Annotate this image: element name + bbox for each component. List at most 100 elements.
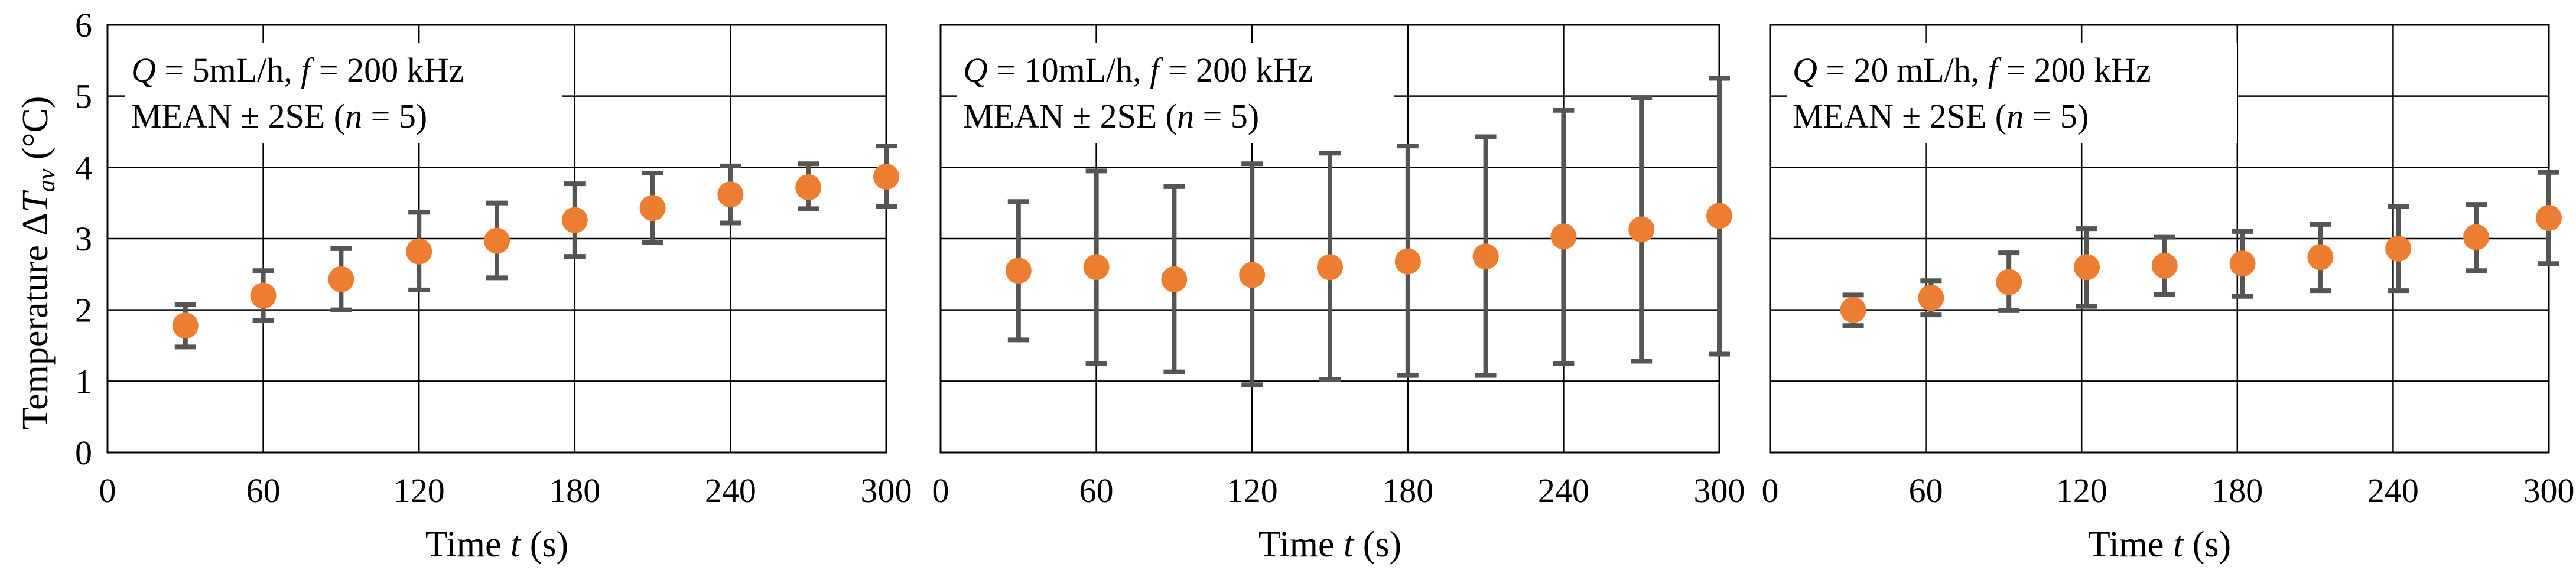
- x-tick-label: 0: [1762, 471, 1779, 510]
- x-tick-label: 240: [2367, 471, 2419, 510]
- legend-q-symbol: Q: [1793, 51, 1817, 89]
- data-point: [639, 195, 666, 222]
- x-tick-label: 0: [932, 471, 949, 510]
- x-title-unit: (s): [521, 525, 568, 565]
- data-point: [1918, 285, 1944, 311]
- data-point: [2385, 235, 2412, 262]
- y-title-prefix: Temperature Δ: [15, 213, 56, 430]
- legend-n-symbol: n: [2006, 97, 2024, 135]
- legend-f-value: = 200 kHz: [1998, 51, 2151, 89]
- data-point: [328, 266, 354, 292]
- data-point: [1550, 223, 1577, 250]
- data-point: [2073, 254, 2100, 281]
- data-point: [1394, 248, 1421, 275]
- data-point: [561, 207, 588, 233]
- x-title-symbol: t: [1344, 525, 1355, 565]
- x-title-prefix: Time: [425, 525, 510, 565]
- data-point: [2307, 244, 2334, 271]
- legend-box: [125, 43, 562, 143]
- x-tick-label: 300: [861, 471, 912, 510]
- x-title-prefix: Time: [2088, 525, 2173, 565]
- data-point: [1083, 254, 1110, 281]
- legend-box: [1787, 43, 2237, 143]
- chart-panel-3: 0 60 120 180 240 300 Q = 20 mL/h, f = 200 kHz…: [1762, 24, 2575, 565]
- data-point: [717, 181, 744, 208]
- data-point: [484, 227, 510, 254]
- data-point: [1005, 258, 1032, 284]
- data-point: [1317, 254, 1343, 281]
- x-tick-label: 60: [1079, 471, 1114, 510]
- y-tick-label: 6: [75, 6, 92, 44]
- legend-n-symbol: n: [345, 97, 362, 135]
- x-tick-label: 180: [2211, 471, 2263, 510]
- x-tick-label: 240: [1538, 471, 1589, 510]
- data-point: [2151, 252, 2178, 279]
- y-axis-title: Temperature ΔTav (°C): [15, 96, 60, 430]
- chart-panel-1: 0 60 120 180 240 300 0 1 2 3 4 5 6 Q = 5mL/h, f = 20…: [75, 6, 912, 565]
- y-title-unit: (°C): [15, 96, 56, 169]
- data-point: [1996, 269, 2022, 295]
- data-point: [873, 164, 899, 190]
- tick-labels: 0 60 120 180 240 300 0 1 2 3 4 5 6: [75, 6, 912, 510]
- x-tick-label: 300: [2523, 471, 2575, 510]
- x-title-symbol: t: [510, 525, 522, 565]
- legend-mean-label: MEAN ± 2SE (: [1793, 97, 2006, 135]
- data-point: [1840, 297, 1866, 323]
- y-title-symbol: T: [15, 190, 56, 213]
- data-point: [250, 282, 277, 309]
- x-axis-title: Time t (s): [1258, 525, 1401, 565]
- legend-q-symbol: Q: [963, 51, 988, 89]
- x-tick-label: 180: [1382, 471, 1433, 510]
- x-tick-label: 300: [1694, 471, 1745, 510]
- legend-line-1: Q = 5mL/h, f = 200 kHz: [131, 51, 464, 89]
- y-tick-label: 4: [75, 148, 92, 187]
- data-point: [1161, 266, 1188, 292]
- legend-mean-label: MEAN ± 2SE (: [131, 97, 345, 135]
- tick-labels: 0 60 120 180 240 300: [1762, 471, 2575, 510]
- svg-text:Temperature ΔTav (°C): Temperature ΔTav (°C): [15, 96, 60, 430]
- legend-n-value: = 5): [1194, 97, 1259, 135]
- x-tick-label: 120: [2056, 471, 2107, 510]
- x-title-unit: (s): [1354, 525, 1401, 565]
- legend-q-symbol: Q: [131, 51, 156, 89]
- x-title-unit: (s): [2183, 525, 2231, 565]
- legend-f-value: = 200 kHz: [1159, 51, 1313, 89]
- data-point: [2536, 205, 2562, 232]
- data-marks: [172, 144, 899, 350]
- tick-labels: 0 60 120 180 240 300: [932, 471, 1745, 510]
- legend-q-value: = 10mL/h,: [988, 51, 1150, 89]
- x-axis-title: Time t (s): [2088, 525, 2231, 565]
- data-marks: [1005, 76, 1732, 387]
- legend-line-2: MEAN ± 2SE (n = 5): [963, 97, 1259, 135]
- data-point: [1239, 262, 1266, 288]
- legend-box: [957, 43, 1394, 143]
- x-tick-label: 120: [393, 471, 445, 510]
- x-title-prefix: Time: [1258, 525, 1344, 565]
- data-point: [2229, 250, 2256, 277]
- data-point: [172, 312, 199, 339]
- y-tick-label: 0: [75, 434, 92, 472]
- legend-n-value: = 5): [2024, 97, 2089, 135]
- x-title-symbol: t: [2173, 525, 2184, 565]
- legend-line-2: MEAN ± 2SE (n = 5): [1793, 97, 2089, 135]
- x-tick-label: 120: [1227, 471, 1278, 510]
- plot-frame: [106, 24, 887, 454]
- x-tick-label: 60: [1909, 471, 1943, 510]
- legend-line-1: Q = 10mL/h, f = 200 kHz: [963, 51, 1313, 89]
- legend-f-value: = 200 kHz: [310, 51, 464, 89]
- y-title-subscript: av: [33, 168, 60, 192]
- legend-line-1: Q = 20 mL/h, f = 200 kHz: [1793, 51, 2151, 89]
- data-point: [795, 174, 822, 201]
- legend-q-value: = 20 mL/h,: [1817, 51, 1988, 89]
- data-marks: [1840, 170, 2562, 328]
- legend-n-value: = 5): [362, 97, 427, 135]
- data-point: [1628, 216, 1655, 243]
- y-tick-label: 5: [75, 77, 92, 116]
- x-tick-label: 240: [705, 471, 756, 510]
- legend-mean-label: MEAN ± 2SE (: [963, 97, 1177, 135]
- x-tick-label: 180: [549, 471, 600, 510]
- data-point: [2463, 224, 2489, 250]
- data-point: [1706, 203, 1732, 229]
